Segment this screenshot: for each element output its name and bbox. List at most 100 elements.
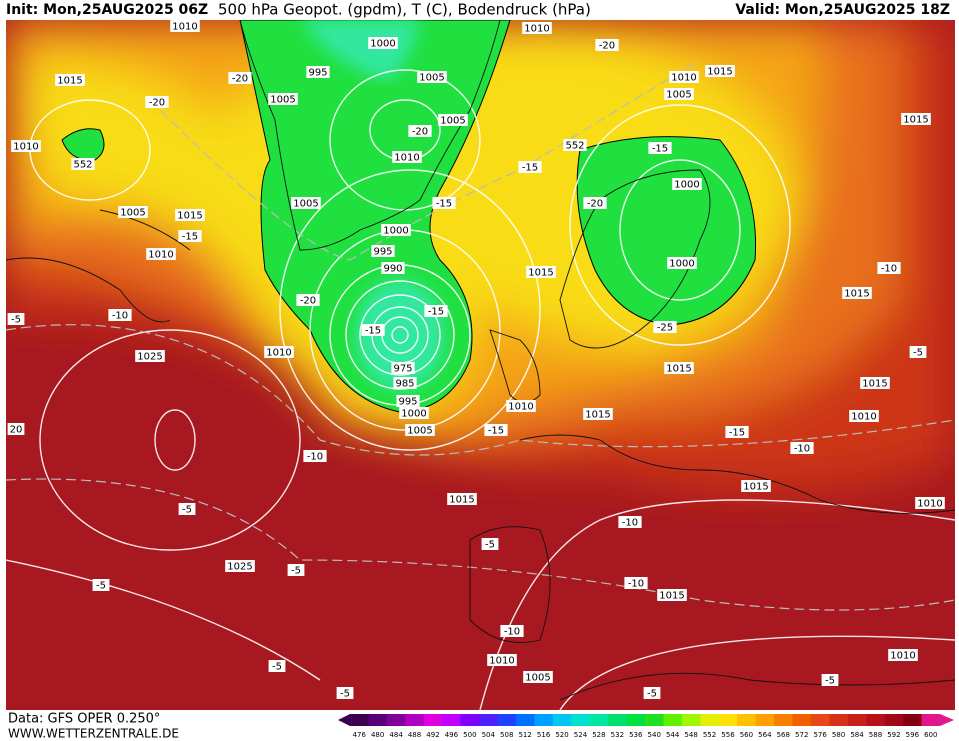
contour-label: -15	[652, 144, 668, 155]
contour-label: -5	[485, 540, 495, 551]
contour-label: -20	[412, 127, 428, 138]
label-box	[741, 480, 771, 492]
contour-label: 1015	[177, 211, 202, 222]
label-box	[500, 625, 524, 637]
legend-swatch	[552, 714, 572, 726]
legend-label: 584	[850, 731, 864, 739]
label-box	[291, 197, 321, 209]
contour-label: -10	[881, 264, 897, 275]
label-box	[643, 687, 661, 699]
contour-label: -20	[149, 98, 165, 109]
label-box	[438, 114, 468, 126]
contour-label: -20	[599, 41, 615, 52]
label-box	[145, 96, 169, 108]
contour-label: 1010	[148, 250, 173, 261]
contour-label: -10	[307, 452, 323, 463]
contour-label: 1005	[293, 199, 318, 210]
label-box	[705, 65, 735, 77]
label-box	[296, 294, 320, 306]
legend-label: 600	[924, 731, 937, 739]
label-box	[381, 224, 411, 236]
legend-label: 492	[426, 731, 439, 739]
legend-swatch	[921, 714, 941, 726]
label-box	[399, 407, 429, 419]
label-box	[405, 424, 435, 436]
legend-swatch	[479, 714, 498, 726]
contour-label: 1015	[707, 67, 732, 78]
legend-label: 580	[832, 731, 845, 739]
contour-label: 1000	[370, 39, 395, 50]
label-box	[583, 197, 607, 209]
label-box	[481, 538, 499, 550]
legend-label: 576	[813, 731, 827, 739]
label-box	[901, 113, 931, 125]
low-north-core	[300, 20, 420, 80]
contour-label: -15	[365, 326, 381, 337]
label-box	[563, 139, 587, 151]
contour-label: -5	[182, 505, 192, 516]
contour-label: 1015	[903, 115, 928, 126]
label-box	[92, 579, 110, 591]
legend-label: 480	[371, 731, 384, 739]
contour-label: 1010	[917, 499, 942, 510]
contour-label: 1000	[401, 409, 426, 420]
legend-label: 504	[482, 731, 496, 739]
contour-label: 1015	[666, 364, 691, 375]
label-box	[178, 503, 196, 515]
contour-label: 1005	[270, 95, 295, 106]
label-box	[268, 660, 286, 672]
label-box	[648, 142, 672, 154]
legend-label: 556	[721, 731, 735, 739]
legend-swatch	[608, 714, 628, 726]
label-box	[264, 346, 294, 358]
contour-label: 995	[398, 397, 417, 408]
contour-label: 975	[393, 364, 412, 375]
legend-label: 528	[592, 731, 605, 739]
label-box	[653, 321, 677, 333]
label-box	[432, 197, 456, 209]
legend-swatch	[626, 714, 646, 726]
label-box	[306, 66, 330, 78]
legend-label: 596	[906, 731, 920, 739]
legend-label: 532	[611, 731, 624, 739]
contour-label: 1015	[862, 379, 887, 390]
contour-label: 1010	[13, 142, 38, 153]
legend-swatch	[792, 714, 812, 726]
contour-label: -20	[300, 296, 316, 307]
label-box	[669, 71, 699, 83]
label-box	[118, 206, 148, 218]
legend-label: 544	[666, 731, 680, 739]
legend-swatch	[903, 714, 923, 726]
contour-label: 1015	[659, 591, 684, 602]
legend-label: 588	[869, 731, 882, 739]
contour-label: 1010	[394, 153, 419, 164]
label-box	[368, 37, 398, 49]
legend-swatch	[423, 714, 443, 726]
contour-label: -25	[657, 323, 673, 334]
label-box	[287, 564, 305, 576]
label-box	[842, 287, 872, 299]
contour-label: -15	[729, 428, 745, 439]
legend-label: 540	[648, 731, 661, 739]
contour-label: 1015	[844, 289, 869, 300]
legend-swatch	[718, 714, 738, 726]
contour-label: 1010	[671, 73, 696, 84]
label-box	[657, 589, 687, 601]
contour-label: 1010	[508, 402, 533, 413]
label-box	[170, 20, 200, 32]
contour-label: 1010	[172, 22, 197, 33]
label-box	[336, 687, 354, 699]
legend-swatch	[847, 714, 867, 726]
contour-label: 1000	[383, 226, 408, 237]
contour-label: -5	[913, 348, 923, 359]
legend-swatch	[350, 714, 369, 726]
isotherms	[6, 59, 955, 611]
label-box	[447, 493, 477, 505]
valid-time: Valid: Mon,25AUG2025 18Z	[735, 2, 950, 18]
legend-label: 512	[518, 731, 531, 739]
legend-swatch	[515, 714, 535, 726]
legend-label: 508	[500, 731, 513, 739]
legend-label: 564	[758, 731, 772, 739]
data-source: Data: GFS OPER 0.250°	[8, 712, 160, 727]
label-box	[484, 424, 508, 436]
